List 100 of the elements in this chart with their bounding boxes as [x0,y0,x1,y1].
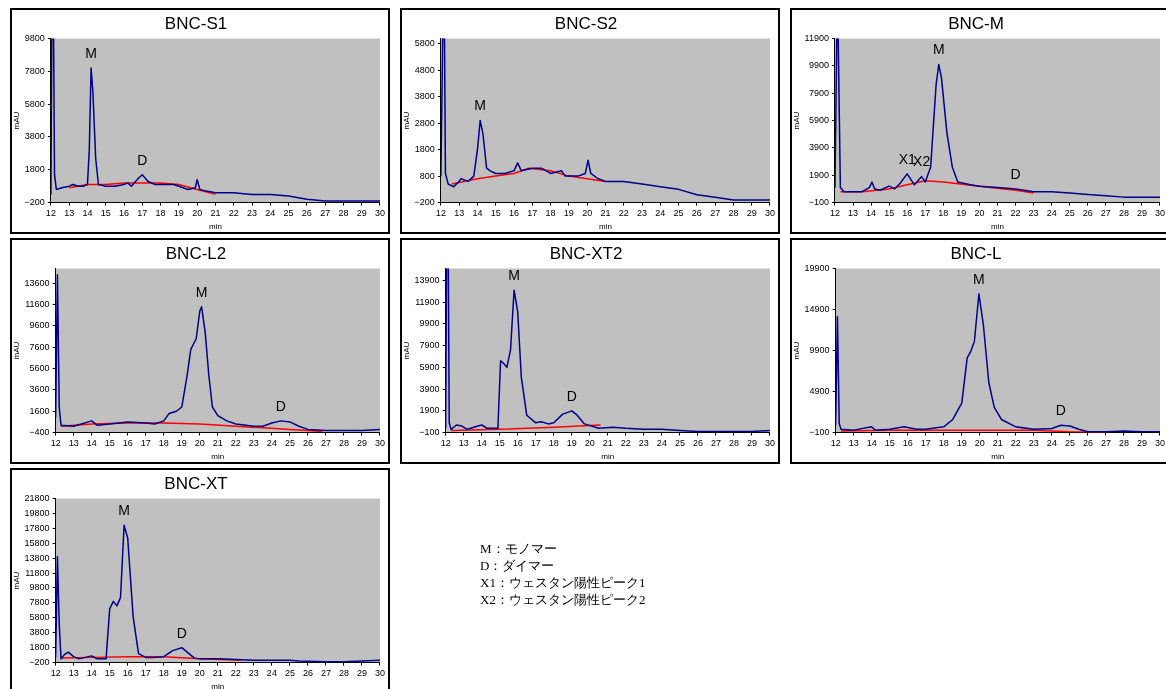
x-tick-label: 22 [230,668,241,679]
x-tick-label: 13 [68,438,79,449]
x-tick-label: 28 [728,208,739,219]
y-tick-label: 7800 [29,597,50,608]
x-axis-title: min [211,682,225,689]
annotation: M [85,44,97,61]
x-tick-label: 20 [194,438,205,449]
x-tick-label: 16 [122,438,133,449]
x-tick-label: 19 [176,438,187,449]
x-tick-label: 13 [68,668,79,679]
y-tick-label: 5900 [808,114,829,125]
y-tick-label: 5600 [29,363,50,374]
y-tick-label: 11900 [804,32,829,43]
x-tick-label: 15 [104,438,115,449]
y-axis-title: mAU [12,571,21,590]
x-tick-label: 25 [284,438,295,449]
x-tick-label: 26 [302,438,313,449]
y-tick-label: 5800 [29,612,50,623]
y-tick-label: 3800 [29,627,50,638]
y-tick-label: 1900 [419,405,440,416]
x-tick-label: 23 [246,208,258,219]
x-tick-label: 15 [104,668,115,679]
x-tick-label: 29 [356,668,367,679]
annotation: M [932,41,945,58]
x-tick-label: 16 [902,208,913,219]
x-tick-label: 29 [746,438,757,449]
annotation: D [275,397,286,414]
x-tick-label: 16 [119,208,130,219]
x-tick-label: 28 [338,668,349,679]
x-tick-label: 17 [140,438,151,449]
x-tick-label: 28 [338,438,349,449]
x-tick-label: 23 [1028,208,1039,219]
x-tick-label: 12 [50,668,61,679]
x-tick-label: 23 [248,438,259,449]
y-tick-label: −100 [419,427,440,438]
x-tick-label: 18 [158,668,169,679]
x-tick-label: 26 [691,208,702,219]
y-tick-label: 5800 [414,38,435,49]
x-tick-label: 19 [956,438,967,449]
y-tick-label: −200 [414,197,435,208]
x-tick-label: 29 [746,208,757,219]
y-tick-label: 3600 [29,384,50,395]
y-tick-label: 21800 [24,492,50,503]
x-tick-label: 23 [638,438,649,449]
x-tick-label: 22 [1010,208,1021,219]
x-tick-label: 15 [100,208,111,219]
chart-title: BNC-XT2 [549,243,623,263]
x-tick-label: 30 [374,668,385,679]
x-tick-label: 15 [490,208,501,219]
x-tick-label: 19 [173,208,184,219]
x-tick-label: 29 [1136,208,1147,219]
y-tick-label: 9800 [24,32,45,43]
x-tick-label: 18 [158,438,169,449]
x-tick-label: 25 [1064,208,1075,219]
x-tick-label: 28 [1118,438,1129,449]
x-tick-label: 27 [320,208,331,219]
x-tick-label: 14 [82,208,93,219]
y-tick-label: 9900 [419,318,440,329]
x-tick-label: 19 [563,208,574,219]
y-tick-label: 9900 [809,344,830,355]
x-tick-label: 27 [1100,208,1111,219]
x-tick-label: 12 [435,208,446,219]
x-tick-label: 20 [974,438,985,449]
x-tick-label: 14 [472,208,483,219]
y-tick-label: 11800 [25,567,50,578]
x-tick-label: 12 [829,208,840,219]
x-tick-label: 25 [284,668,295,679]
x-tick-label: 27 [320,668,331,679]
y-tick-label: 7600 [29,341,50,352]
y-tick-label: −200 [29,657,50,668]
x-tick-label: 26 [692,438,703,449]
x-tick-label: 16 [512,438,523,449]
x-tick-label: 30 [764,208,775,219]
y-tick-label: 3800 [414,91,435,102]
x-tick-label: 20 [194,668,205,679]
x-tick-label: 13 [454,208,465,219]
y-tick-label: 1900 [808,169,829,180]
x-tick-label: 22 [230,438,241,449]
x-tick-label: 15 [884,208,895,219]
y-axis-title: mAU [12,341,21,360]
x-tick-label: 18 [155,208,166,219]
x-tick-label: 25 [674,438,685,449]
x-tick-label: 26 [1082,438,1093,449]
x-tick-label: 30 [1154,438,1165,449]
x-tick-label: 26 [1082,208,1093,219]
x-tick-label: 19 [956,208,967,219]
y-tick-label: 17800 [24,522,50,533]
y-tick-label: 13900 [414,274,440,285]
x-tick-label: 26 [301,208,312,219]
x-tick-label: 30 [374,208,385,219]
x-axis-title: min [601,452,615,462]
y-tick-label: 14900 [804,303,830,314]
x-tick-label: 18 [548,438,559,449]
x-tick-label: 25 [673,208,684,219]
x-tick-label: 24 [1046,208,1057,219]
annotation: D [566,387,577,404]
annotation: M [973,270,985,287]
y-axis-title: mAU [792,341,801,360]
x-tick-label: 28 [338,208,349,219]
x-tick-label: 12 [50,438,61,449]
